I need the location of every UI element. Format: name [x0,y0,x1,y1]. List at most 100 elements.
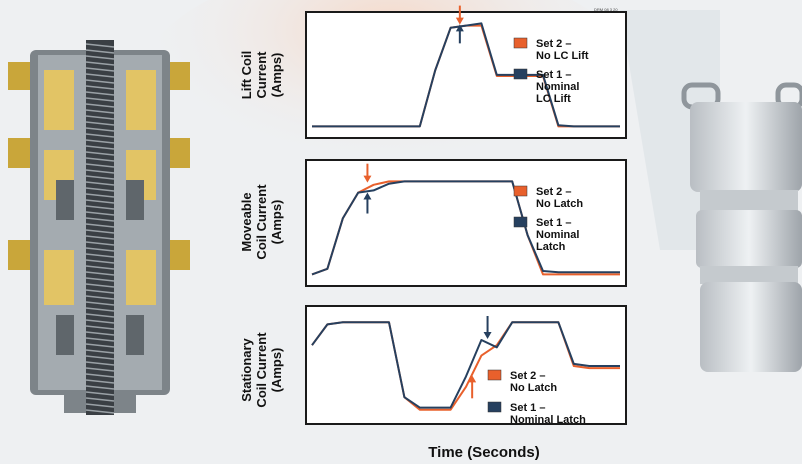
legend-swatch [513,185,528,197]
thread-line [85,343,115,348]
thread-line [85,67,115,72]
legend-label: No LC Lift [536,50,589,62]
thread-line [85,55,115,60]
chart-frame [305,11,627,139]
legend-swatch [513,37,528,49]
legend-label: Nominal [536,81,579,93]
thread-line [85,73,115,78]
y-axis-label-line: Stationary [239,337,254,401]
thread-line [85,205,115,210]
legend-swatch [487,401,502,413]
legend-label: Latch [536,241,566,253]
thread-line [85,361,115,366]
thread-line [85,199,115,204]
thread-line [85,43,115,48]
thread-line [85,217,115,222]
thread-line [85,97,115,102]
legend-label: Nominal [536,229,579,241]
y-axis-label-line: (Amps) [269,348,284,393]
legend-label: Set 1 – [536,69,571,81]
y-axis-label-line: Coil Current [254,184,269,260]
thread-line [85,331,115,336]
thread-line [85,319,115,324]
thread-line [85,175,115,180]
thread-line [85,301,115,306]
thread-line [85,307,115,312]
legend-label: No Latch [536,198,583,210]
thread-line [85,229,115,234]
y-axis-label: StationaryCoil Current(Amps) [239,332,284,408]
thread-line [85,325,115,330]
thread-line [85,169,115,174]
charts: Lift CoilCurrent(Amps)Set 2 –No LC LiftS… [239,5,627,426]
series-line-set1 [312,22,620,128]
y-axis-label-line: (Amps) [269,200,284,245]
legend-swatch [487,369,502,381]
annotation-arrow [483,316,492,339]
thread-line [85,259,115,264]
thread-line [85,247,115,252]
thread-line [85,211,115,216]
thread-line [85,115,115,120]
thread-line [85,223,115,228]
crdm-cutaway-illustration [8,40,190,415]
thread-line [85,91,115,96]
thread-line [85,373,115,378]
thread-line [85,193,115,198]
thread-line [85,139,115,144]
thread-line [85,337,115,342]
thread-line [85,391,115,396]
series-line-set1 [311,321,620,409]
thread-line [85,355,115,360]
thread-line [85,103,115,108]
thread-line [85,265,115,270]
thread-line [85,253,115,258]
thread-line [85,403,115,408]
series-line-set1 [311,180,620,276]
document-tag: DRM 08 3 20 [594,7,618,12]
thread-line [85,49,115,54]
thread-line [85,379,115,384]
thread-line [85,367,115,372]
thread-line [85,61,115,66]
thread-line [85,241,115,246]
thread-line [85,157,115,162]
y-axis-label-line: Lift Coil [239,51,254,99]
annotation-arrow [363,163,372,183]
annotation-arrow [455,5,464,25]
y-axis-label-line: Moveable [239,192,254,251]
thread-line [85,385,115,390]
thread-line [85,109,115,114]
thread-line [85,85,115,90]
thread-line [85,295,115,300]
y-axis-label-line: Coil Current [254,332,269,408]
thread-line [85,121,115,126]
thread-line [85,289,115,294]
chart-panel-3: StationaryCoil Current(Amps) Set 2 –No La… [239,305,627,426]
chart-panel-1: Lift CoilCurrent(Amps) Set 2 –No LC Lift S… [239,5,627,139]
legend-label: LC Lift [536,93,571,105]
thread-line [85,271,115,276]
chart-panel-2: MoveableCoil Current(Amps) Set 2 –No Latc… [239,159,627,287]
annotation-arrow [363,192,372,214]
legend-label: Set 1 – [536,217,571,229]
thread-line [85,187,115,192]
thread-line [85,163,115,168]
y-axis-label-line: (Amps) [269,53,284,98]
thread-line [85,313,115,318]
y-axis-label: Lift CoilCurrent(Amps) [239,51,284,99]
crdm-housing-photo [681,82,802,372]
thread-line [85,127,115,132]
thread-line [85,283,115,288]
legend-label: Set 2 – [510,370,545,382]
legend-label: No Latch [510,382,557,394]
thread-line [85,235,115,240]
thread-line [85,397,115,402]
chart-frame [305,159,627,287]
thread-line [85,133,115,138]
thread-line [85,277,115,282]
thread-line [85,151,115,156]
y-axis-label-line: Current [254,51,269,99]
drive-rod-threads [85,43,115,414]
